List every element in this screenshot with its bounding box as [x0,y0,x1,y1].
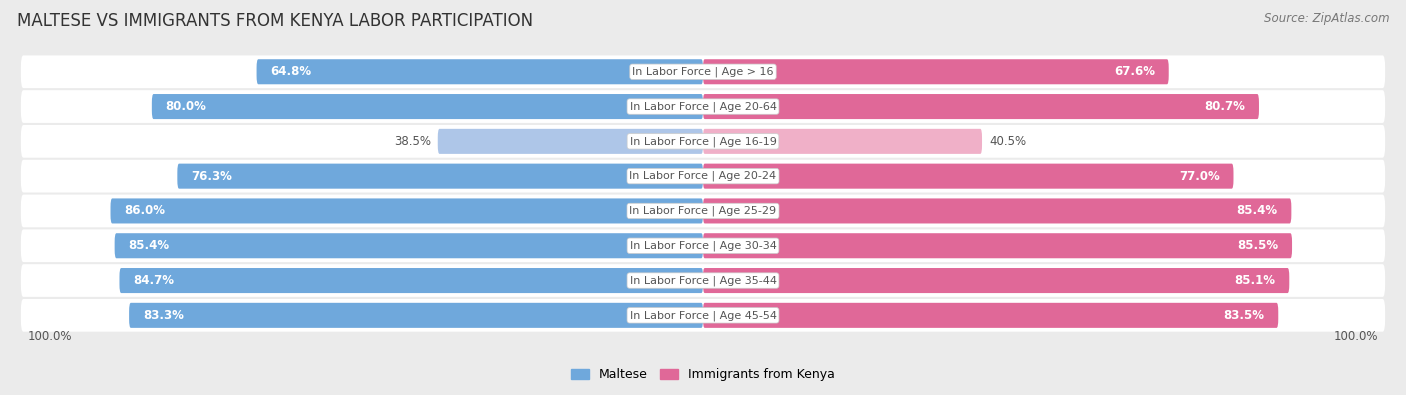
FancyBboxPatch shape [21,195,1385,227]
Text: 86.0%: 86.0% [124,205,166,218]
Text: 83.3%: 83.3% [143,309,184,322]
FancyBboxPatch shape [21,299,1385,332]
FancyBboxPatch shape [703,129,981,154]
Text: In Labor Force | Age > 16: In Labor Force | Age > 16 [633,66,773,77]
Text: 80.0%: 80.0% [166,100,207,113]
FancyBboxPatch shape [21,55,1385,88]
FancyBboxPatch shape [21,229,1385,262]
Text: 67.6%: 67.6% [1114,65,1154,78]
Text: 83.5%: 83.5% [1223,309,1264,322]
FancyBboxPatch shape [21,264,1385,297]
Text: Source: ZipAtlas.com: Source: ZipAtlas.com [1264,12,1389,25]
FancyBboxPatch shape [703,233,1292,258]
FancyBboxPatch shape [703,268,1289,293]
Text: 80.7%: 80.7% [1205,100,1246,113]
FancyBboxPatch shape [177,164,703,189]
FancyBboxPatch shape [703,94,1258,119]
FancyBboxPatch shape [152,94,703,119]
FancyBboxPatch shape [703,164,1233,189]
Text: 100.0%: 100.0% [28,330,72,343]
FancyBboxPatch shape [703,303,1278,328]
Text: In Labor Force | Age 20-24: In Labor Force | Age 20-24 [630,171,776,181]
FancyBboxPatch shape [115,233,703,258]
Text: 38.5%: 38.5% [394,135,430,148]
Text: 100.0%: 100.0% [1334,330,1378,343]
Text: 77.0%: 77.0% [1180,169,1220,182]
Text: 40.5%: 40.5% [988,135,1026,148]
FancyBboxPatch shape [129,303,703,328]
Legend: Maltese, Immigrants from Kenya: Maltese, Immigrants from Kenya [567,363,839,386]
Text: MALTESE VS IMMIGRANTS FROM KENYA LABOR PARTICIPATION: MALTESE VS IMMIGRANTS FROM KENYA LABOR P… [17,12,533,30]
FancyBboxPatch shape [21,160,1385,192]
Text: In Labor Force | Age 30-34: In Labor Force | Age 30-34 [630,241,776,251]
Text: 85.5%: 85.5% [1237,239,1278,252]
Text: 85.1%: 85.1% [1234,274,1275,287]
FancyBboxPatch shape [703,59,1168,84]
FancyBboxPatch shape [111,198,703,224]
Text: 85.4%: 85.4% [128,239,170,252]
Text: In Labor Force | Age 35-44: In Labor Force | Age 35-44 [630,275,776,286]
Text: 85.4%: 85.4% [1236,205,1278,218]
Text: In Labor Force | Age 25-29: In Labor Force | Age 25-29 [630,206,776,216]
Text: In Labor Force | Age 16-19: In Labor Force | Age 16-19 [630,136,776,147]
Text: In Labor Force | Age 45-54: In Labor Force | Age 45-54 [630,310,776,321]
FancyBboxPatch shape [256,59,703,84]
FancyBboxPatch shape [21,125,1385,158]
Text: In Labor Force | Age 20-64: In Labor Force | Age 20-64 [630,101,776,112]
Text: 76.3%: 76.3% [191,169,232,182]
Text: 64.8%: 64.8% [270,65,312,78]
FancyBboxPatch shape [703,198,1291,224]
FancyBboxPatch shape [437,129,703,154]
FancyBboxPatch shape [21,90,1385,123]
Text: 84.7%: 84.7% [134,274,174,287]
FancyBboxPatch shape [120,268,703,293]
